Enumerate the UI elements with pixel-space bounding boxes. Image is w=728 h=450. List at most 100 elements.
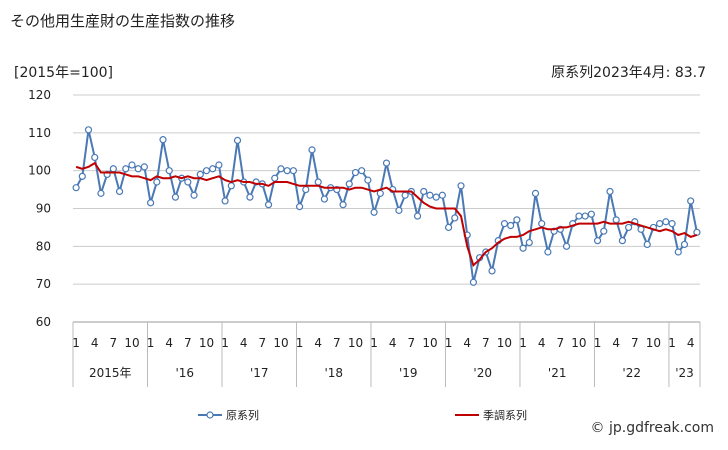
x-tick-label: 1 <box>445 336 453 350</box>
data-point <box>370 208 378 216</box>
x-tick-label: 4 <box>91 336 99 350</box>
data-point <box>320 195 329 203</box>
x-tick-label: 4 <box>314 336 322 350</box>
legend-marker <box>206 411 214 419</box>
data-point <box>308 146 316 154</box>
data-point <box>600 227 608 235</box>
data-point <box>500 220 509 228</box>
year-label: '16 <box>175 366 194 380</box>
x-tick-label: 7 <box>259 336 267 350</box>
data-point <box>587 210 595 218</box>
x-tick-label: 1 <box>370 336 378 350</box>
data-point <box>115 187 124 196</box>
latest-value-label: 原系列2023年4月: 83.7 <box>551 65 706 81</box>
data-point <box>122 165 130 173</box>
x-tick-label: 10 <box>199 336 214 350</box>
data-point <box>668 220 676 228</box>
data-point <box>426 191 434 199</box>
watermark: © jp.gdfreak.com <box>590 420 714 436</box>
x-tick-label: 7 <box>482 336 490 350</box>
data-point <box>358 167 366 175</box>
data-point <box>643 240 651 249</box>
y-tick-label: 80 <box>36 239 51 253</box>
data-point <box>581 212 589 220</box>
data-point <box>457 182 465 190</box>
data-point <box>221 197 229 205</box>
data-point <box>612 216 620 224</box>
x-tick-label: 10 <box>497 336 512 350</box>
legend-label: 季調系列 <box>483 408 527 422</box>
data-point <box>246 193 254 201</box>
data-point <box>513 216 521 224</box>
data-point <box>339 201 347 209</box>
x-tick-label: 10 <box>273 336 288 350</box>
x-tick-label: 4 <box>687 336 695 350</box>
data-point <box>432 193 440 201</box>
data-point <box>364 176 372 184</box>
x-tick-label: 4 <box>463 336 471 350</box>
data-point <box>538 220 546 228</box>
data-point <box>233 136 242 144</box>
data-point <box>109 165 117 173</box>
data-point <box>171 193 180 201</box>
data-point <box>488 267 496 275</box>
data-point <box>184 178 192 186</box>
data-point <box>680 240 689 249</box>
chart-title: その他用生産財の生産指数の推移 <box>10 12 236 30</box>
y-tick-label: 120 <box>28 88 51 102</box>
x-tick-label: 7 <box>631 336 639 350</box>
x-tick-label: 4 <box>538 336 546 350</box>
y-tick-label: 60 <box>36 315 51 329</box>
data-point <box>72 184 80 192</box>
data-point <box>351 168 360 177</box>
y-tick-label: 70 <box>36 277 51 291</box>
x-tick-label: 1 <box>594 336 602 350</box>
data-point <box>451 214 459 222</box>
data-point <box>519 244 527 252</box>
x-tick-label: 1 <box>221 336 229 350</box>
data-point <box>227 182 235 190</box>
data-point <box>153 178 161 186</box>
x-tick-label: 1 <box>296 336 304 350</box>
data-point <box>444 223 453 232</box>
data-point <box>656 220 664 228</box>
x-tick-label: 10 <box>124 336 139 350</box>
x-tick-label: 4 <box>165 336 173 350</box>
x-tick-label: 4 <box>240 336 248 350</box>
data-point <box>544 248 552 256</box>
x-tick-label: 1 <box>668 336 676 350</box>
data-point <box>413 212 422 220</box>
data-point <box>438 191 446 199</box>
data-point <box>314 178 322 186</box>
data-point <box>575 212 583 220</box>
data-point <box>91 153 99 162</box>
data-point <box>531 189 540 197</box>
data-point <box>693 228 701 236</box>
x-tick-label: 1 <box>72 336 80 350</box>
x-tick-label: 1 <box>147 336 155 350</box>
x-tick-label: 7 <box>333 336 341 350</box>
data-point <box>674 248 682 256</box>
year-label: '20 <box>473 366 492 380</box>
data-point <box>420 187 428 196</box>
data-point <box>78 172 86 180</box>
data-point <box>295 203 304 211</box>
x-tick-label: 4 <box>612 336 620 350</box>
y-tick-label: 90 <box>36 202 51 216</box>
x-tick-label: 7 <box>110 336 118 350</box>
x-tick-label: 10 <box>646 336 661 350</box>
data-point <box>277 165 285 173</box>
year-label: '17 <box>250 366 269 380</box>
data-point <box>209 165 217 173</box>
x-tick-label: 7 <box>408 336 416 350</box>
x-tick-label: 7 <box>557 336 565 350</box>
data-point <box>128 161 136 169</box>
data-point <box>687 197 695 205</box>
data-point <box>140 163 148 171</box>
y-tick-label: 110 <box>28 126 51 140</box>
year-label: '22 <box>622 366 641 380</box>
data-point <box>97 189 105 197</box>
data-point <box>165 167 173 175</box>
data-point <box>289 167 297 175</box>
